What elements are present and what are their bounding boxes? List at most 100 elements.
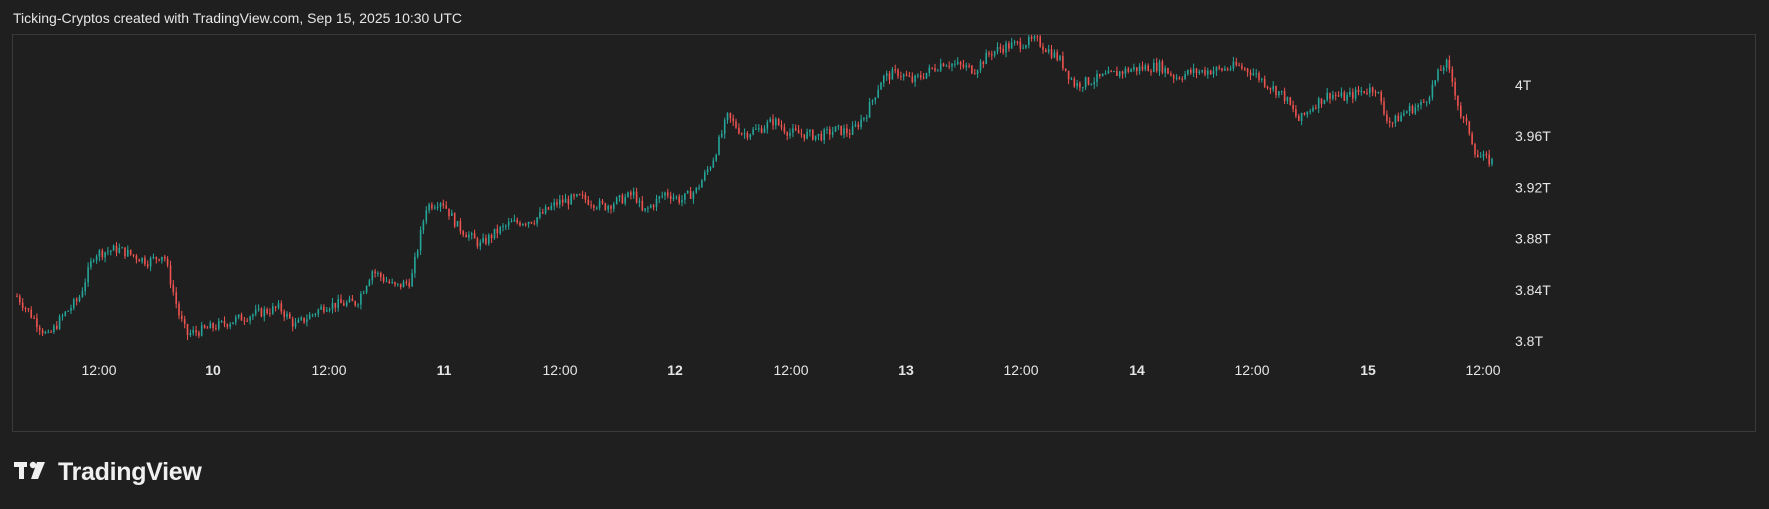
candle-up xyxy=(1417,105,1419,108)
candle-up xyxy=(726,112,729,121)
candle-up xyxy=(956,62,959,64)
candle-up xyxy=(1346,95,1348,101)
candlestick-chart[interactable]: 4T 3.96T 3.92T 3.88T 3.84T 3.8T 12:00 10 12:00 11… xyxy=(13,35,1755,431)
candle-up xyxy=(806,131,808,139)
candle-up xyxy=(1022,47,1024,49)
candle-up xyxy=(1278,91,1280,96)
candle-up xyxy=(220,321,223,322)
candle-down xyxy=(1002,48,1004,53)
tradingview-logo-icon[interactable] xyxy=(14,460,50,485)
time-axis-label: 11 xyxy=(437,362,452,378)
candle-up xyxy=(294,322,297,327)
candle-down xyxy=(1016,41,1019,43)
candle-down xyxy=(829,129,831,135)
candle-up xyxy=(479,242,482,247)
candle-up xyxy=(1192,68,1195,73)
candle-down xyxy=(408,282,410,287)
candle-down xyxy=(181,315,183,320)
chart-frame[interactable]: 4T 3.96T 3.92T 3.88T 3.84T 3.8T 12:00 10 12:00 11… xyxy=(12,34,1756,432)
candle-up xyxy=(837,125,840,127)
candle-down xyxy=(1073,78,1076,87)
time-axis-label: 15 xyxy=(1360,362,1376,378)
candle-up xyxy=(721,133,723,137)
candle-down xyxy=(897,69,899,77)
candle-up xyxy=(237,314,240,318)
candle-up xyxy=(1420,101,1422,106)
candle-up xyxy=(885,73,888,76)
candle-up xyxy=(1445,60,1448,68)
candle-up xyxy=(1312,107,1314,112)
candle-up xyxy=(775,119,777,126)
candle-up xyxy=(527,222,530,225)
candle-down xyxy=(1374,92,1377,93)
candle-down xyxy=(740,133,743,135)
brand-name[interactable]: TradingView xyxy=(58,458,202,486)
candle-down xyxy=(900,76,902,78)
candle-down xyxy=(158,259,160,261)
candle-down xyxy=(283,311,285,317)
candle-up xyxy=(843,128,845,135)
candle-up xyxy=(1070,78,1073,80)
candle-down xyxy=(857,124,860,128)
candle-down xyxy=(1397,115,1400,122)
candle-up xyxy=(1403,113,1405,116)
candle-up xyxy=(976,70,979,74)
candle-down xyxy=(641,200,644,211)
candle-down xyxy=(587,199,590,205)
candle-down xyxy=(578,194,581,196)
candle-down xyxy=(1221,68,1223,71)
candle-down xyxy=(33,317,35,319)
candle-up xyxy=(1309,111,1311,113)
candle-down xyxy=(1477,154,1479,158)
candle-down xyxy=(999,47,1002,49)
candle-up xyxy=(47,331,50,333)
candle-up xyxy=(695,187,698,193)
candle-up xyxy=(709,167,712,170)
candle-up xyxy=(1175,77,1178,79)
candle-up xyxy=(559,199,561,205)
time-axis-label: 12:00 xyxy=(81,362,116,378)
candle-up xyxy=(675,196,678,198)
candle-down xyxy=(561,199,564,203)
candle-down xyxy=(1079,83,1081,88)
candle-down xyxy=(621,195,624,204)
candle-up xyxy=(883,76,885,83)
candle-up xyxy=(416,250,419,257)
candle-up xyxy=(698,187,700,189)
candle-down xyxy=(1411,106,1414,114)
candle-down xyxy=(124,247,126,257)
candle-up xyxy=(704,172,706,181)
candle-down xyxy=(1329,92,1331,99)
candle-down xyxy=(931,67,933,69)
candle-down xyxy=(962,64,965,68)
candle-up xyxy=(851,126,854,135)
candle-up xyxy=(1104,73,1107,75)
candle-up xyxy=(317,309,320,315)
candle-down xyxy=(1019,41,1022,49)
candle-up xyxy=(854,124,857,127)
candle-up xyxy=(539,212,541,218)
candle-down xyxy=(1292,104,1294,110)
candle-down xyxy=(1258,73,1260,80)
candle-up xyxy=(877,89,879,98)
candle-down xyxy=(922,77,925,79)
candle-up xyxy=(789,132,791,136)
candle-up xyxy=(161,256,163,261)
candle-up xyxy=(1093,82,1095,85)
candle-up xyxy=(104,252,106,258)
candle-down xyxy=(982,61,985,65)
candle-down xyxy=(1488,154,1490,165)
candle-down xyxy=(1448,60,1451,70)
candle-down xyxy=(1170,73,1172,76)
candle-down xyxy=(1244,68,1246,70)
candle-up xyxy=(87,267,89,283)
candle-up xyxy=(451,213,453,216)
candle-down xyxy=(1386,114,1388,121)
candle-up xyxy=(1224,68,1226,71)
candle-down xyxy=(175,292,177,304)
candle-down xyxy=(183,319,186,325)
time-axis-label: 12:00 xyxy=(1234,362,1269,378)
candle-up xyxy=(1207,70,1209,75)
candle-up xyxy=(763,128,766,133)
candle-down xyxy=(840,125,842,135)
